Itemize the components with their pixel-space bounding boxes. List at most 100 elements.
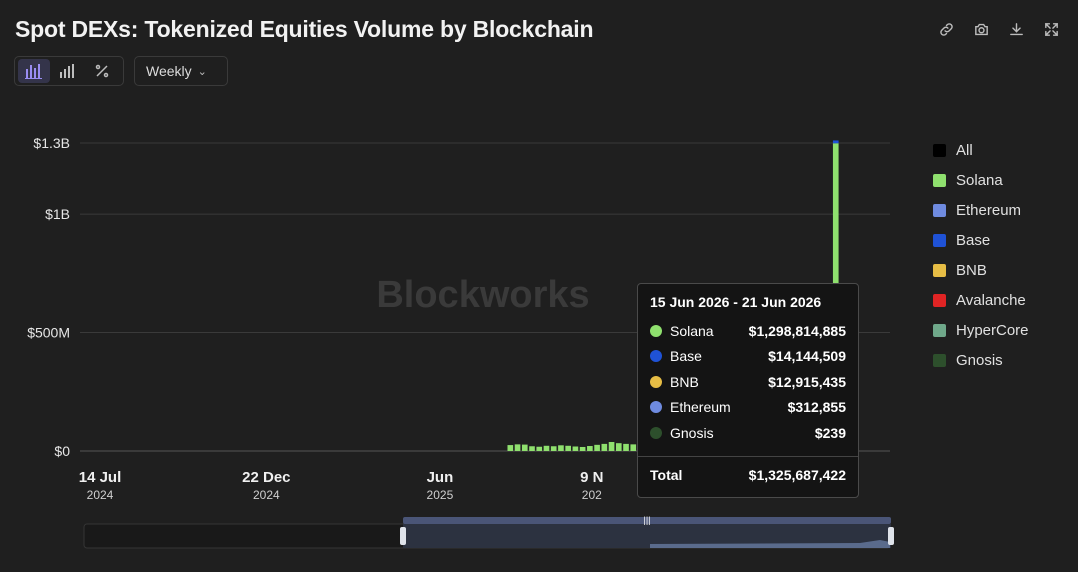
bar-segment-solana[interactable]: [521, 444, 528, 451]
tooltip-series-value: $12,915,435: [768, 373, 846, 390]
tooltip-series-name: Base: [670, 348, 702, 365]
legend-label: Ethereum: [956, 201, 1022, 219]
legend-swatch: [933, 143, 946, 157]
range-navigator: |||: [83, 515, 894, 549]
x-tick-sublabel: 202: [582, 488, 602, 502]
legend-label: HyperCore: [956, 321, 1029, 339]
interval-label: Weekly: [146, 63, 192, 79]
legend-swatch: [933, 173, 946, 187]
tooltip-row: Solana $1,298,814,885: [650, 318, 846, 344]
bar-segment-solana[interactable]: [529, 446, 535, 451]
x-tick-label: 14 Jul: [79, 469, 122, 486]
interval-select[interactable]: Weekly ⌄: [134, 56, 228, 86]
tooltip-series-value: $312,855: [787, 399, 846, 416]
tooltip-rows: Solana $1,298,814,885 Base $14,144,509 BNB $1…: [650, 318, 846, 446]
camera-icon[interactable]: [972, 20, 990, 38]
tooltip-row: Base $14,144,509: [650, 344, 846, 370]
y-tick-label: $1.3B: [33, 135, 70, 151]
bar-segment-solana[interactable]: [608, 441, 615, 451]
tooltip-series-name: Solana: [670, 322, 714, 339]
x-tick-label: 22 Dec: [242, 469, 290, 486]
legend-label: All: [956, 141, 973, 159]
legend-item-hypercore[interactable]: HyperCore: [933, 315, 1029, 345]
bar-segment-solana[interactable]: [594, 444, 600, 451]
legend-item-bnb[interactable]: BNB: [933, 255, 1029, 285]
tooltip-title: 15 Jun 2026 - 21 Jun 2026: [650, 294, 822, 310]
legend-label: Avalanche: [956, 291, 1026, 309]
tooltip-dot: [650, 426, 662, 439]
legend-swatch: [933, 293, 946, 307]
legend-label: Solana: [956, 171, 1003, 189]
bar-segment-solana[interactable]: [565, 445, 571, 451]
tooltip: 15 Jun 2026 - 21 Jun 2026 Solana $1,298,8…: [637, 283, 859, 498]
tooltip-row: Ethereum $312,855: [650, 395, 846, 421]
legend-item-all[interactable]: All: [933, 135, 1029, 165]
bar-segment-solana[interactable]: [543, 445, 550, 451]
percent-icon[interactable]: [86, 59, 118, 83]
bar-segment-base[interactable]: [832, 140, 839, 144]
bar-segment-solana[interactable]: [601, 443, 608, 451]
legend-swatch: [933, 353, 946, 367]
bar-segment-solana[interactable]: [514, 444, 521, 451]
bar-segment-solana[interactable]: [579, 446, 586, 451]
tooltip-series-name: Gnosis: [670, 424, 714, 441]
link-icon[interactable]: [937, 20, 955, 38]
tooltip-row: Gnosis $239: [650, 420, 846, 446]
fullscreen-icon[interactable]: [1042, 20, 1060, 38]
tooltip-series-value: $1,298,814,885: [748, 322, 846, 339]
legend-item-gnosis[interactable]: Gnosis: [933, 345, 1029, 375]
tooltip-total-value: $1,325,687,422: [748, 466, 846, 483]
legend-label: BNB: [956, 261, 987, 279]
tooltip-series-name: Ethereum: [670, 399, 731, 416]
bar-segment-solana[interactable]: [572, 446, 579, 451]
chart-type-selector: [14, 56, 124, 86]
tooltip-dot: [650, 350, 662, 363]
legend-swatch: [933, 233, 946, 247]
bar-segment-solana[interactable]: [507, 445, 514, 451]
navigator-right-handle[interactable]: [888, 527, 894, 545]
x-tick-sublabel: 2024: [87, 488, 114, 502]
legend-label: Base: [956, 231, 991, 249]
legend-item-base[interactable]: Base: [933, 225, 1029, 255]
bar-segment-solana[interactable]: [587, 446, 593, 451]
chevron-down-icon: ⌄: [197, 65, 207, 78]
legend-item-avalanche[interactable]: Avalanche: [933, 285, 1029, 315]
bar-segment-solana[interactable]: [623, 443, 629, 451]
tooltip-dot: [650, 401, 662, 414]
legend-swatch: [933, 203, 946, 217]
bar-segment-solana[interactable]: [550, 446, 557, 451]
chart-title: Spot DEXs: Tokenized Equities Volume by …: [15, 16, 594, 42]
legend-label: Gnosis: [956, 351, 1003, 369]
bar-chart-outline-icon[interactable]: [52, 59, 84, 83]
y-tick-label: $0: [54, 443, 70, 459]
x-tick-sublabel: 2025: [427, 488, 454, 502]
legend-item-ethereum[interactable]: Ethereum: [933, 195, 1029, 225]
bar-segment-solana[interactable]: [630, 444, 637, 451]
bar-chart-icon[interactable]: [18, 59, 50, 83]
navigator-grip-icon: |||: [643, 515, 650, 525]
legend-swatch: [933, 323, 946, 337]
tooltip-dot: [650, 324, 662, 337]
top-actions: [937, 20, 1060, 38]
download-icon[interactable]: [1007, 20, 1025, 38]
x-tick-label: Jun: [427, 469, 454, 486]
legend: All Solana Ethereum Base BNB Avalanche HyperCo…: [933, 135, 1029, 375]
x-axis: 14 Jul 2024 22 Dec 2024 Jun 2025 9 N 202: [79, 469, 604, 502]
tooltip-total: Total $1,325,687,422: [650, 467, 846, 483]
legend-item-solana[interactable]: Solana: [933, 165, 1029, 195]
x-tick-label: 9 N: [580, 469, 603, 486]
tooltip-series-value: $14,144,509: [768, 348, 846, 365]
tooltip-series-value: $239: [814, 424, 846, 441]
legend-swatch: [933, 263, 946, 277]
x-tick-sublabel: 2024: [253, 488, 280, 502]
navigator-series-preview: [650, 540, 890, 548]
bar-segment-solana[interactable]: [558, 445, 564, 451]
bar-segment-solana[interactable]: [615, 443, 622, 451]
tooltip-divider: [638, 455, 858, 457]
bar-segment-solana[interactable]: [536, 446, 543, 451]
navigator-scrollbar[interactable]: [403, 517, 891, 524]
watermark: Blockworks: [376, 274, 589, 316]
tooltip-row: BNB $12,915,435: [650, 369, 846, 395]
navigator-left-handle[interactable]: [400, 527, 406, 545]
